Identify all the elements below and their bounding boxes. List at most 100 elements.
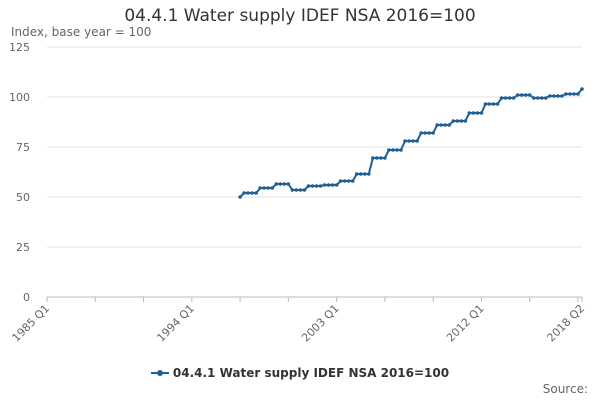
data-point xyxy=(278,182,283,186)
data-point xyxy=(270,186,275,190)
data-point xyxy=(338,179,343,183)
data-point xyxy=(306,184,311,188)
y-tick-label: 50 xyxy=(16,191,30,204)
data-point xyxy=(463,119,468,123)
data-point xyxy=(334,183,339,187)
data-point xyxy=(242,191,246,195)
data-point xyxy=(354,172,359,176)
data-point xyxy=(407,139,411,143)
data-point xyxy=(415,139,419,143)
data-point xyxy=(238,195,242,199)
data-point xyxy=(548,94,552,98)
data-point xyxy=(572,92,576,96)
data-point xyxy=(435,123,439,127)
data-point xyxy=(527,93,532,97)
data-point xyxy=(544,96,548,100)
data-point xyxy=(471,111,476,115)
data-point xyxy=(503,96,508,100)
data-point xyxy=(294,188,299,192)
data-point xyxy=(467,111,472,115)
x-tick-label: 2012 Q1 xyxy=(444,302,487,345)
data-point xyxy=(487,102,492,106)
data-point xyxy=(495,102,500,106)
data-point xyxy=(439,123,444,127)
data-point xyxy=(560,94,564,98)
y-tick-label: 25 xyxy=(16,241,30,254)
chart-title: 04.4.1 Water supply IDEF NSA 2016=100 xyxy=(124,6,476,26)
data-point xyxy=(403,139,407,143)
data-point xyxy=(519,93,524,97)
data-point xyxy=(330,183,335,187)
y-axis-label: Index, base year = 100 xyxy=(11,25,152,39)
data-point xyxy=(447,123,452,127)
data-point xyxy=(399,148,403,152)
data-point xyxy=(286,182,291,186)
data-point xyxy=(302,188,307,192)
data-point xyxy=(250,191,254,195)
data-point xyxy=(564,92,568,96)
data-point xyxy=(499,96,504,100)
y-tick-label: 100 xyxy=(9,91,30,104)
data-point xyxy=(443,123,448,127)
data-point xyxy=(346,179,351,183)
x-tick-label: 1994 Q1 xyxy=(154,302,197,345)
data-point xyxy=(391,148,395,152)
data-point xyxy=(539,96,544,100)
x-tick-label: 2018 Q2 xyxy=(545,302,588,345)
data-point xyxy=(314,184,319,188)
data-point xyxy=(459,119,464,123)
data-point xyxy=(568,92,572,96)
data-point xyxy=(451,119,456,123)
source-label: Source: xyxy=(542,382,588,396)
y-tick-label: 125 xyxy=(9,41,30,54)
x-tick-label: 2003 Q1 xyxy=(299,302,342,345)
data-point xyxy=(266,186,271,190)
data-point xyxy=(322,183,327,187)
data-point xyxy=(282,182,287,186)
data-point xyxy=(362,172,367,176)
data-point xyxy=(556,94,560,98)
data-point xyxy=(580,87,584,91)
data-point xyxy=(395,148,399,152)
data-point xyxy=(411,139,415,143)
data-point xyxy=(419,131,423,135)
data-point xyxy=(379,156,383,160)
data-point xyxy=(342,179,347,183)
data-point xyxy=(246,191,250,195)
data-point xyxy=(483,102,488,106)
data-point xyxy=(367,172,371,176)
y-tick-label: 0 xyxy=(23,291,30,304)
data-point xyxy=(455,119,460,123)
data-point xyxy=(511,96,516,100)
series-line xyxy=(239,88,583,198)
data-point xyxy=(431,131,435,135)
legend-label: 04.4.1 Water supply IDEF NSA 2016=100 xyxy=(172,366,450,380)
y-tick-label: 75 xyxy=(16,141,30,154)
data-point xyxy=(350,179,355,183)
data-point xyxy=(358,172,363,176)
data-point xyxy=(535,96,540,100)
data-point xyxy=(576,92,580,96)
data-point xyxy=(552,94,556,98)
data-point xyxy=(310,184,315,188)
data-point xyxy=(375,156,379,160)
data-point xyxy=(298,188,303,192)
data-point xyxy=(479,111,484,115)
data-point xyxy=(491,102,496,106)
data-point xyxy=(371,156,375,160)
data-point xyxy=(318,184,323,188)
data-point xyxy=(274,182,279,186)
legend-line-marker-icon xyxy=(150,368,169,378)
data-point xyxy=(427,131,431,135)
x-tick-label: 1985 Q1 xyxy=(10,302,53,345)
legend[interactable]: 04.4.1 Water supply IDEF NSA 2016=100 xyxy=(0,366,600,380)
data-point xyxy=(515,93,520,97)
data-point xyxy=(258,186,263,190)
data-point xyxy=(326,183,331,187)
data-point xyxy=(387,148,391,152)
data-point xyxy=(290,188,295,192)
data-point xyxy=(254,191,258,195)
data-point xyxy=(423,131,427,135)
data-point xyxy=(262,186,267,190)
